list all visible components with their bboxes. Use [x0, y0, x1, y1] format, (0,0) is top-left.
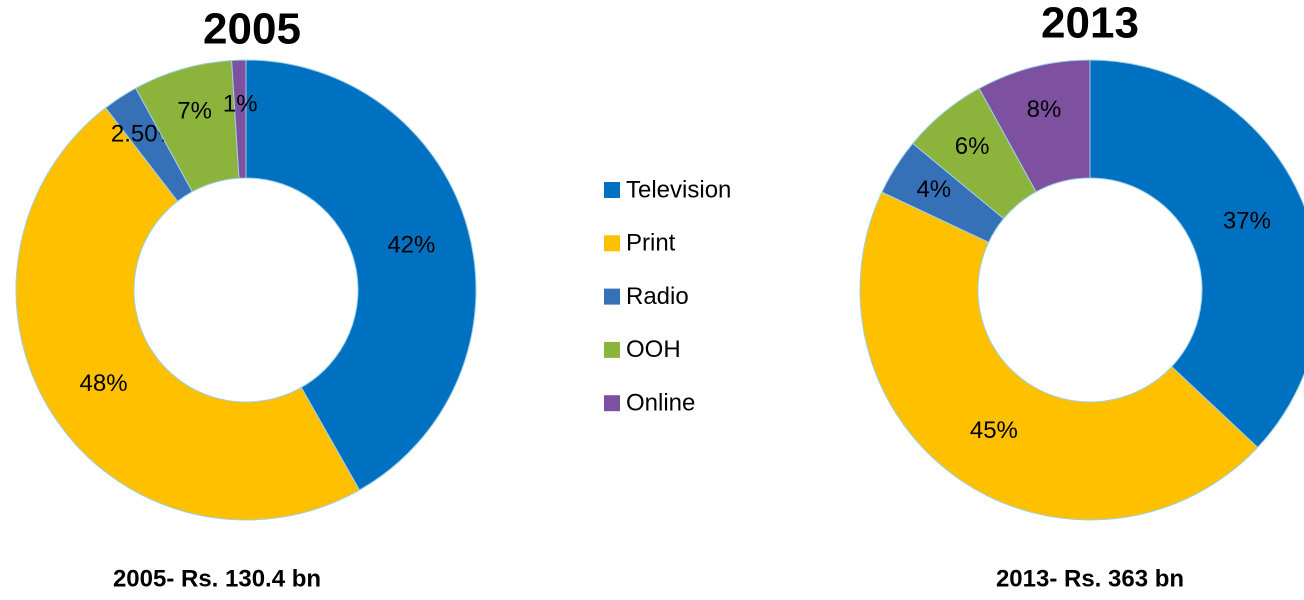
donut-slice: [245, 59, 477, 491]
data-label: 37%: [1223, 207, 1271, 234]
legend-swatch: [604, 341, 620, 358]
data-label: 6%: [955, 133, 990, 160]
legend-swatch: [604, 235, 620, 252]
data-label: 48%: [80, 370, 128, 397]
donut-slice: [231, 59, 247, 179]
donut-slice: [1089, 59, 1304, 449]
data-label: 7%: [177, 98, 212, 125]
legend-swatch: [604, 288, 620, 305]
legend-label: Print: [626, 230, 676, 257]
data-label: 42%: [387, 232, 435, 259]
donut-slice: [859, 191, 1259, 521]
chart-caption: 2005- Rs. 130.4 bn: [113, 565, 321, 592]
legend-swatch: [604, 395, 620, 412]
chart-title: 2013: [1041, 0, 1139, 48]
legend-swatch: [604, 182, 620, 198]
chart-title: 2005: [203, 5, 301, 54]
legend-label: Television: [626, 176, 731, 203]
chart-caption: 2013- Rs. 363 bn: [996, 565, 1184, 592]
data-label: 8%: [1027, 96, 1062, 123]
data-label: 4%: [916, 176, 951, 203]
legend-label: Radio: [626, 283, 689, 310]
legend-label: OOH: [626, 336, 681, 363]
donut-slice: [978, 59, 1091, 193]
legend-label: Online: [626, 390, 695, 417]
data-label: 45%: [970, 417, 1018, 444]
data-label: 1%: [223, 90, 258, 117]
donut-slice: [15, 107, 361, 521]
